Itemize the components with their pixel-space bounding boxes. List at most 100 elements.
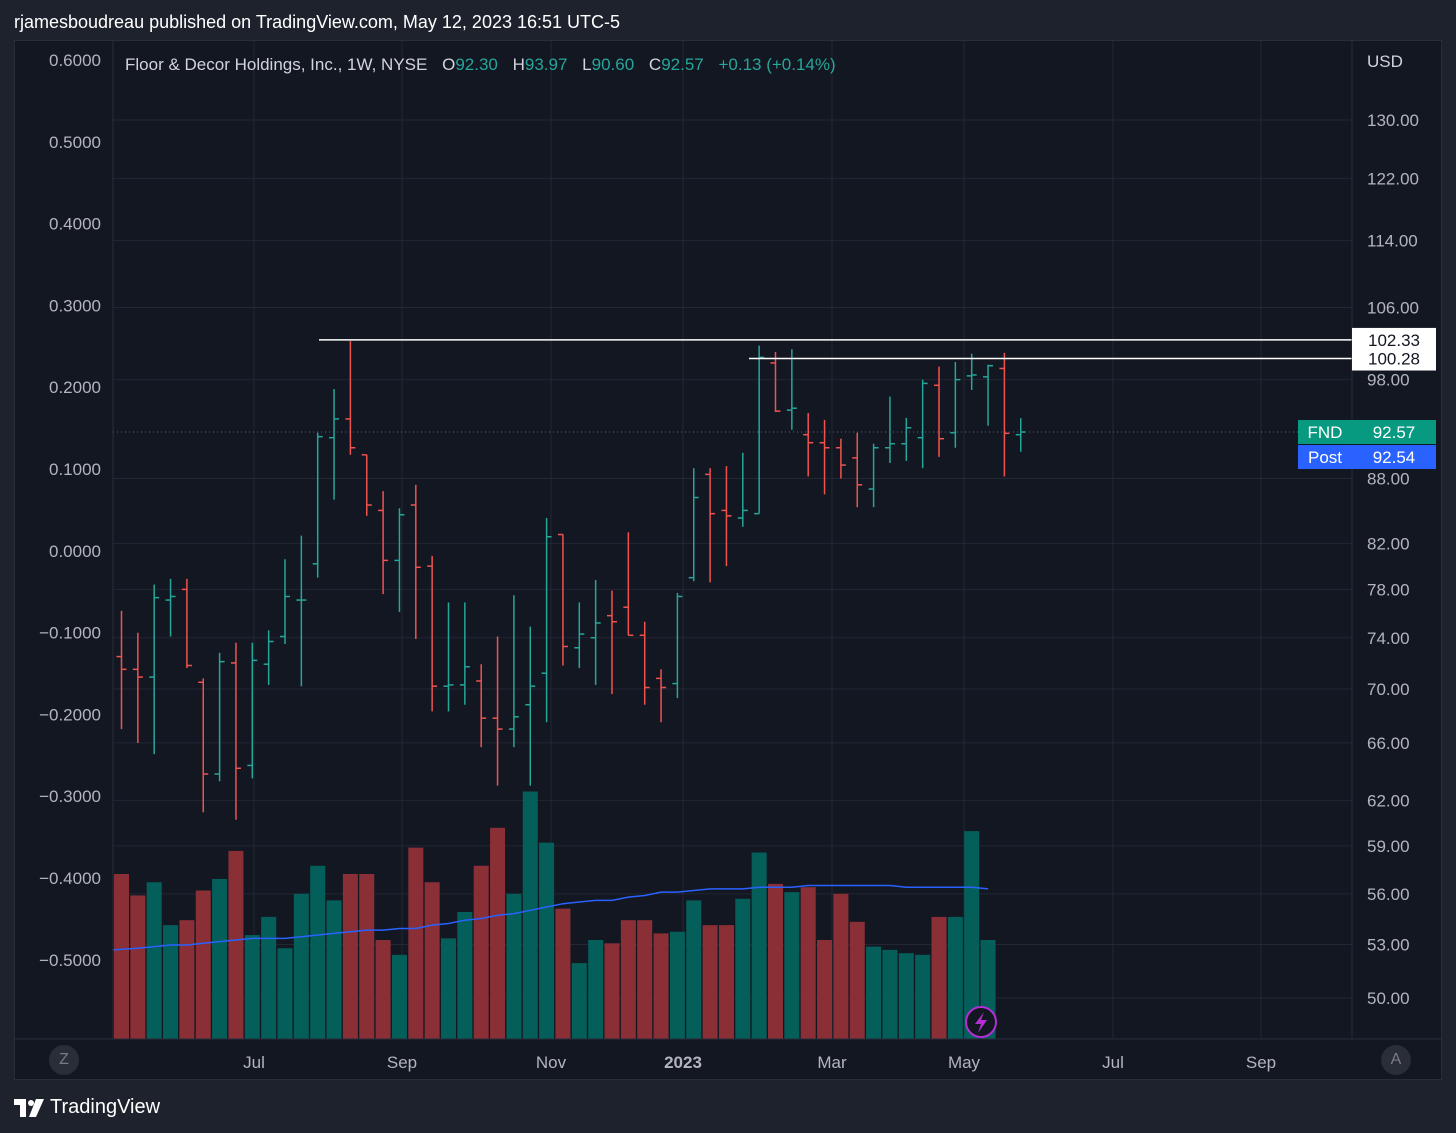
left-axis-label: −0.5000 — [39, 951, 101, 970]
chart-legend: Floor & Decor Holdings, Inc., 1W, NYSE O… — [125, 55, 836, 74]
ohlc-bar — [230, 642, 241, 820]
ohlc-bar — [786, 349, 797, 430]
price-tick-label: 66.00 — [1367, 734, 1410, 753]
ohlc-bar — [410, 484, 421, 640]
price-tick-label: 114.00 — [1367, 232, 1418, 251]
ohlc-bar — [835, 438, 846, 479]
volume-bar — [898, 953, 914, 1039]
ohlc-bar — [149, 584, 160, 755]
left-axis-label: −0.4000 — [39, 869, 101, 888]
ohlc-bar — [525, 626, 536, 786]
volume-bar — [212, 878, 228, 1039]
ohlc-bar — [966, 353, 977, 391]
volume-bar — [408, 847, 424, 1039]
volume-bar — [293, 893, 309, 1039]
volume-bar — [751, 852, 767, 1039]
ohlc-bar — [999, 352, 1010, 477]
ohlc-bar — [623, 532, 634, 637]
ohlc-bar — [852, 432, 863, 508]
volume-bar — [964, 831, 980, 1039]
volume-bar — [195, 890, 211, 1039]
price-tick-label: 78.00 — [1367, 580, 1410, 599]
volume-bar — [768, 883, 783, 1039]
volume-bar — [277, 948, 293, 1039]
ohlc-bar — [770, 351, 781, 413]
left-axis-label: 0.5000 — [49, 133, 101, 152]
price-tick-label: 59.00 — [1367, 837, 1410, 856]
volume-bar — [441, 938, 456, 1039]
ohlc-bar — [819, 419, 830, 495]
volume-bar — [833, 893, 849, 1039]
time-tick-label: Nov — [536, 1053, 567, 1072]
chart-frame[interactable]: 0.6000 0.5000 0.4000 0.3000 0.2000 0.1000 0.00… — [14, 40, 1442, 1080]
volume-bar — [261, 916, 277, 1039]
level-tag-value: 100.28 — [1368, 350, 1420, 369]
left-axis-label: 0.0000 — [49, 542, 101, 561]
level-tag-box — [1352, 346, 1436, 371]
volume-bar — [539, 842, 555, 1039]
post-tag-value: 92.54 — [1373, 448, 1416, 467]
grid-lines — [113, 41, 1352, 1039]
ohlc-bar — [459, 602, 470, 705]
ohlc-bar — [492, 636, 503, 786]
price-tick-label: 82.00 — [1367, 534, 1410, 553]
volume-bar — [310, 865, 326, 1039]
volume-bar — [702, 925, 718, 1039]
price-tick-label: 74.00 — [1367, 629, 1410, 648]
ohlc-bar — [803, 413, 814, 477]
volume-bar — [555, 908, 571, 1039]
ohlc-bar — [345, 341, 356, 455]
time-axis[interactable]: Jul Sep Nov 2023 Mar May Jul Sep — [243, 1053, 1276, 1072]
volume-moving-average-line — [112, 884, 989, 951]
post-price-tag: Post 92.54 — [1298, 445, 1436, 469]
fnd-tag-label: FND — [1308, 423, 1343, 442]
legend-low-value: 90.60 — [592, 55, 635, 74]
auto-scale-button[interactable]: A — [1381, 1045, 1411, 1075]
ohlc-bar — [378, 491, 389, 595]
volume-bar — [915, 954, 931, 1039]
price-tick-label: 53.00 — [1367, 935, 1410, 954]
horizontal-levels[interactable] — [319, 339, 1352, 360]
ohlc-bar — [754, 345, 765, 515]
legend-close-label: C — [649, 55, 661, 74]
volume-bar — [473, 865, 489, 1039]
ohlc-bar — [950, 362, 961, 448]
volume-bars — [114, 791, 996, 1039]
time-tick-label: May — [948, 1053, 981, 1072]
left-axis-label: 0.2000 — [49, 378, 101, 397]
ohlc-bar — [884, 396, 895, 464]
ohlc-bar — [639, 621, 650, 705]
ohlc-bar — [672, 592, 683, 699]
volume-bar — [506, 893, 522, 1039]
volume-bar — [800, 887, 816, 1039]
volume-bar — [620, 920, 636, 1039]
ohlc-bar — [181, 578, 192, 669]
legend-high-value: 93.97 — [525, 55, 568, 74]
left-axis-label: 0.4000 — [49, 215, 101, 234]
left-axis-label: 0.1000 — [49, 460, 101, 479]
tradingview-logo-icon — [14, 1098, 44, 1117]
footer-logo[interactable]: TradingView — [14, 1096, 160, 1119]
volume-bar — [947, 916, 963, 1039]
volume-bar — [849, 921, 865, 1039]
ohlc-bar — [247, 642, 258, 779]
volume-bar — [866, 946, 882, 1039]
volume-bar — [130, 895, 146, 1039]
footer-brand: TradingView — [50, 1096, 161, 1118]
ohlc-bar — [1015, 418, 1026, 452]
ohlc-bars — [116, 341, 1026, 820]
price-chart[interactable]: 0.6000 0.5000 0.4000 0.3000 0.2000 0.1000 0.00… — [15, 41, 1441, 1079]
volume-bar — [735, 898, 751, 1039]
ohlc-bar — [574, 602, 585, 669]
log-scale-left-button[interactable]: Z — [49, 1045, 79, 1075]
volume-bar — [490, 827, 506, 1039]
lightning-icon[interactable] — [965, 1006, 997, 1038]
fnd-price-tag: FND 92.57 — [1298, 420, 1436, 444]
volume-bar — [522, 791, 538, 1039]
left-axis: 0.6000 0.5000 0.4000 0.3000 0.2000 0.1000 0.00… — [39, 51, 101, 970]
volume-bar — [391, 954, 407, 1039]
ohlc-bar — [705, 468, 716, 583]
right-price-axis[interactable]: 130.00 122.00 114.00 106.00 98.00 88.00 82.00 7… — [1367, 111, 1419, 1008]
ohlc-bar — [721, 466, 732, 567]
volume-bar — [817, 940, 833, 1039]
